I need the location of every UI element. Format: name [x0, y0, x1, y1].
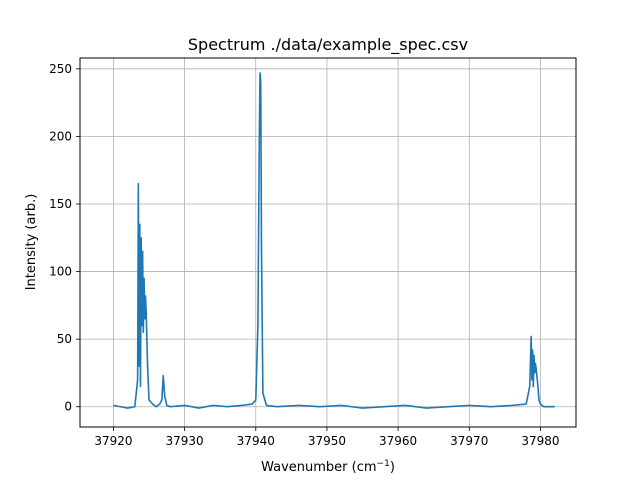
y-tick-label: 200: [49, 129, 72, 143]
spectrum-line-series-0: [113, 72, 555, 409]
x-axis-label: Wavenumber (cm−1): [261, 459, 395, 475]
chart-title: Spectrum ./data/example_spec.csv: [188, 35, 468, 55]
x-tick-label: 37920: [94, 434, 132, 448]
x-tick-label: 37980: [521, 434, 559, 448]
y-tick-label: 50: [57, 332, 72, 346]
y-tick-label: 0: [64, 400, 72, 414]
x-tick-label: 37940: [237, 434, 275, 448]
y-axis-label: Intensity (arb.): [24, 194, 39, 291]
x-axis-label-tail: ): [390, 460, 395, 475]
x-tick-label: 37960: [379, 434, 417, 448]
grid-lines: [80, 58, 576, 427]
x-tick-label: 37970: [450, 434, 488, 448]
plot-frame: [79, 57, 577, 428]
series-layer: [113, 72, 555, 409]
y-tick-label: 250: [49, 62, 72, 76]
x-axis-label-sup: −1: [377, 459, 390, 469]
x-axis: 37920 37930 37940 37950 37960 37970 37980: [94, 427, 560, 448]
x-axis-label-main: Wavenumber (cm: [261, 460, 376, 475]
y-tick-label: 150: [49, 197, 72, 211]
y-axis: 0 50 100 150 200 250: [49, 62, 80, 414]
y-tick-label: 100: [49, 265, 72, 279]
x-tick-label: 37950: [308, 434, 346, 448]
x-tick-label: 37930: [166, 434, 204, 448]
